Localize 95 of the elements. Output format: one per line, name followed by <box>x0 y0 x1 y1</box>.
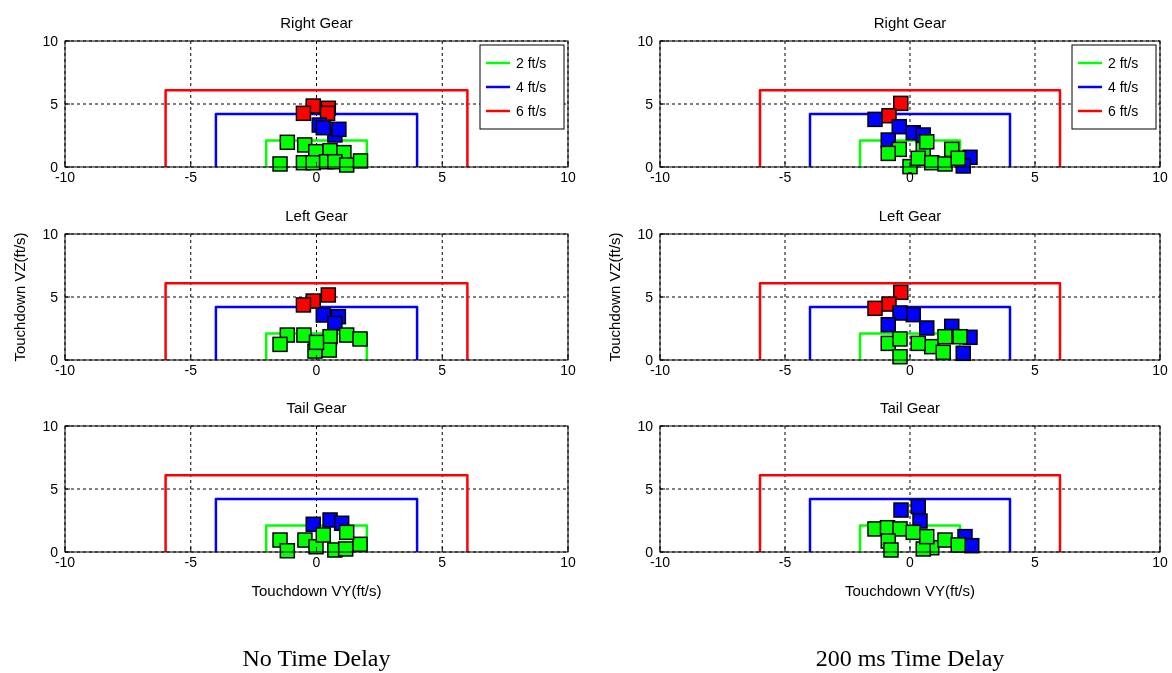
chart-title: Tail Gear <box>286 399 347 416</box>
point <box>883 542 899 558</box>
chart-title: Tail Gear <box>879 399 941 416</box>
point <box>937 328 953 345</box>
point <box>331 121 347 138</box>
point <box>937 532 953 548</box>
x-tick-label: 5 <box>438 362 447 378</box>
x-tick-label: 0 <box>312 362 321 378</box>
legend-label: 2 ft/s <box>516 55 547 71</box>
point <box>950 150 966 167</box>
x-tick-label: 10 <box>1152 362 1168 378</box>
point <box>892 305 908 321</box>
y-tick-label: 5 <box>645 289 654 305</box>
x-tick-label: -5 <box>184 554 198 570</box>
point <box>315 119 332 136</box>
point <box>867 300 883 317</box>
point <box>338 327 355 343</box>
point <box>919 320 935 336</box>
x-tick-label: 10 <box>560 362 576 378</box>
point <box>320 287 337 303</box>
y-tick-label: 10 <box>42 226 59 242</box>
chart-title: Right Gear <box>280 14 353 31</box>
point <box>919 134 935 150</box>
y-tick-label: 0 <box>645 544 654 560</box>
point <box>295 105 312 122</box>
x-tick-label: 5 <box>438 554 447 570</box>
x-tick-label: 10 <box>560 554 576 570</box>
point <box>295 297 312 313</box>
point <box>893 95 909 112</box>
legend-label: 4 ft/s <box>516 79 547 95</box>
x-tick-label: -5 <box>778 554 792 570</box>
point <box>272 156 288 172</box>
y-tick-label: 0 <box>50 352 59 368</box>
y-tick-label: 10 <box>42 33 59 49</box>
point <box>305 516 321 533</box>
x-tick-label: -5 <box>778 362 792 378</box>
point <box>893 502 909 518</box>
point <box>919 528 935 545</box>
legend-label: 4 ft/s <box>1108 79 1139 95</box>
x-axis-title: Touchdown VY(ft/s) <box>251 582 382 599</box>
y-tick-label: 5 <box>50 289 59 305</box>
x-axis-title: Touchdown VY(ft/s) <box>844 582 976 599</box>
y-tick-label: 5 <box>645 481 654 497</box>
x-tick-label: 5 <box>1031 554 1040 570</box>
x-tick-label: 0 <box>312 554 321 570</box>
text: No Time Delay <box>242 645 391 671</box>
y-tick-label: 10 <box>637 33 654 49</box>
y-tick-label: 5 <box>50 481 59 497</box>
point <box>352 536 368 553</box>
legend-label: 6 ft/s <box>516 103 547 119</box>
point <box>338 524 355 541</box>
y-tick-label: 10 <box>637 226 654 242</box>
y-tick-label: 5 <box>50 96 59 112</box>
x-tick-label: 10 <box>1152 169 1168 185</box>
x-tick-label: -5 <box>778 169 792 185</box>
point <box>321 342 338 358</box>
point <box>272 336 288 353</box>
point <box>880 316 896 333</box>
y-tick-label: 0 <box>50 544 59 560</box>
y-tick-label: 10 <box>42 418 59 434</box>
x-tick-label: 0 <box>906 554 915 570</box>
x-tick-label: -5 <box>184 362 198 378</box>
point <box>296 327 312 343</box>
text: 200 ms Time Delay <box>815 645 1005 671</box>
point <box>952 328 968 345</box>
point <box>867 111 883 128</box>
point <box>279 134 296 151</box>
chart-title: Right Gear <box>873 14 947 31</box>
point <box>880 145 896 162</box>
y-tick-label: 0 <box>645 159 654 175</box>
legend-label: 6 ft/s <box>1108 103 1139 119</box>
y-axis-title: Touchdown VZ(ft/s) <box>606 232 623 362</box>
x-tick-label: 0 <box>312 169 321 185</box>
point <box>910 335 926 352</box>
point <box>892 331 908 347</box>
point <box>893 284 909 301</box>
x-tick-label: 5 <box>438 169 447 185</box>
y-tick-label: 0 <box>645 352 654 368</box>
legend-label: 2 ft/s <box>1108 55 1139 71</box>
x-tick-label: 5 <box>1031 169 1040 185</box>
point <box>892 521 908 537</box>
x-tick-label: 10 <box>1152 554 1168 570</box>
x-tick-label: 5 <box>1031 362 1040 378</box>
chart-title: Left Gear <box>285 207 348 224</box>
point <box>308 334 325 351</box>
y-tick-label: 5 <box>645 96 654 112</box>
y-axis-title: Touchdown VZ(ft/s) <box>11 232 28 362</box>
chart-title: Left Gear <box>878 207 942 224</box>
x-tick-label: -5 <box>184 169 198 185</box>
y-tick-label: 0 <box>50 159 59 175</box>
x-tick-label: 10 <box>560 169 576 185</box>
y-tick-label: 10 <box>637 418 654 434</box>
x-tick-label: 0 <box>906 362 915 378</box>
point <box>352 331 368 347</box>
point <box>315 527 332 543</box>
